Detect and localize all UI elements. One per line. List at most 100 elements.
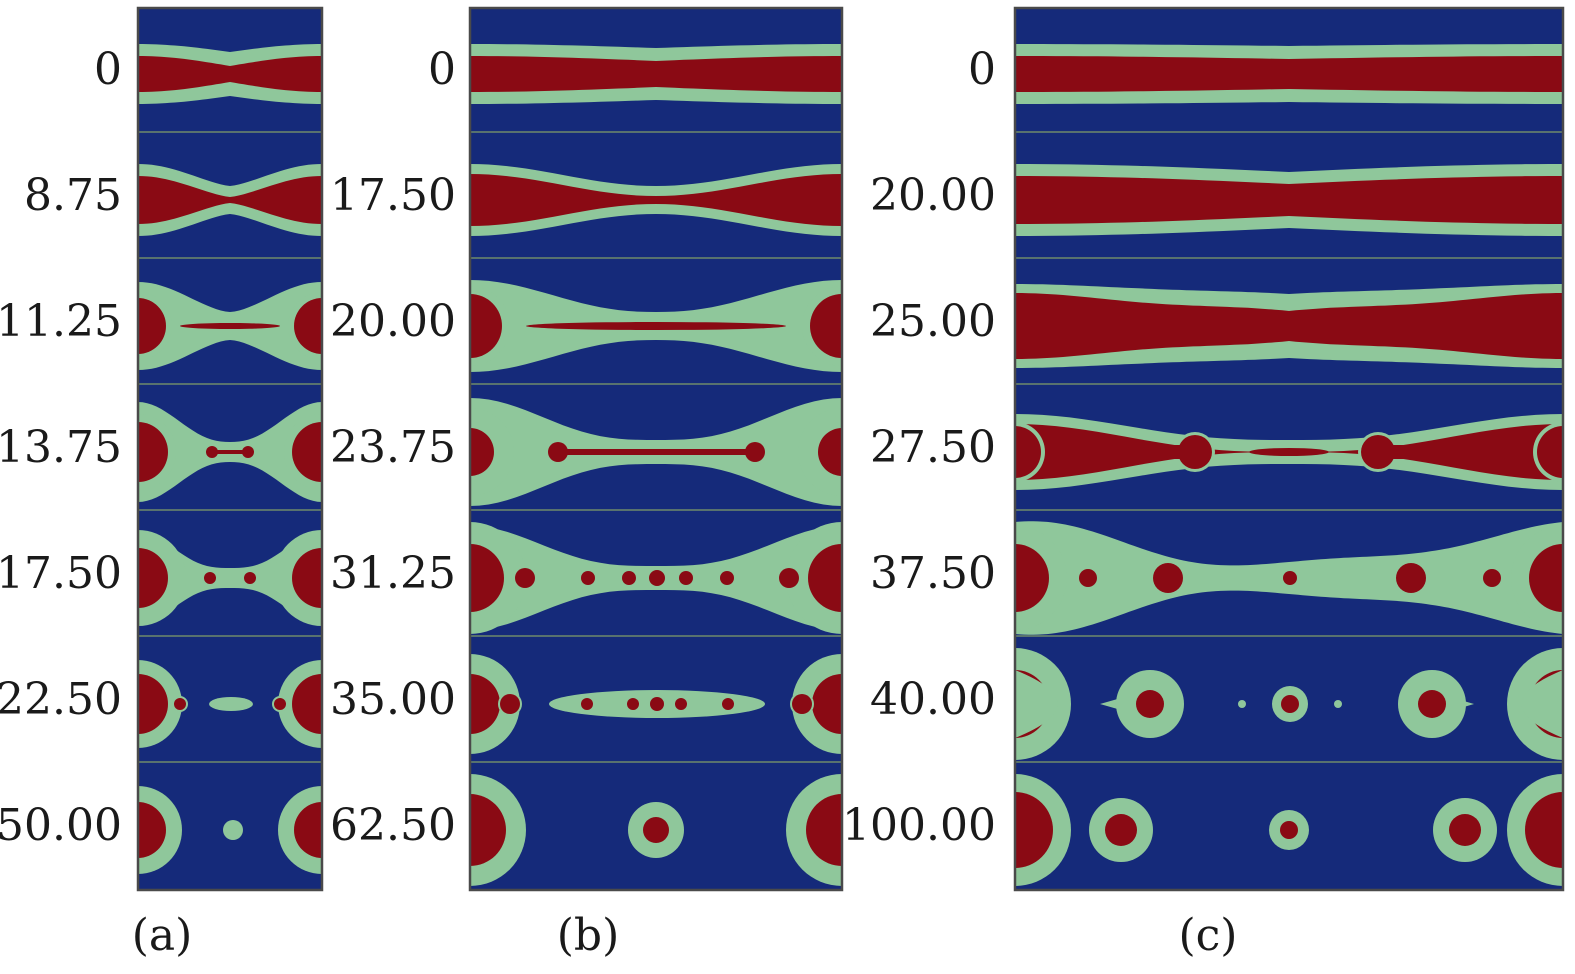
c5-neck-r	[1521, 670, 1563, 738]
b4-sat-2-core	[581, 571, 595, 585]
thread-core-b0	[470, 56, 842, 92]
panel-caption-a: (a)	[132, 910, 193, 961]
b4-sat-5-core	[679, 571, 693, 585]
time-label-c-1: 20.00	[870, 170, 996, 221]
b3-end-left-core	[470, 428, 494, 476]
b4-sat-1-core	[515, 568, 535, 588]
c6-end-right-core	[1525, 792, 1563, 868]
time-label-b-5: 35.00	[330, 674, 456, 725]
b5-end-left-core	[470, 674, 500, 734]
time-label-a-6: 50.00	[0, 800, 122, 851]
a3-end-left-core	[138, 422, 168, 482]
c4-end-left-core	[1015, 544, 1049, 612]
time-label-c-0: 0	[968, 44, 996, 95]
b6-end-left-core	[470, 794, 506, 866]
c3-end-right-core	[1537, 426, 1563, 478]
a6-end-left-core	[138, 802, 166, 858]
c6-drop-l-core	[1105, 814, 1137, 846]
b5-sat-5-core	[722, 698, 734, 710]
panel-b-content	[470, 44, 842, 886]
b6-center-core	[643, 817, 669, 843]
time-label-a-2: 11.25	[0, 296, 122, 347]
b3-end-right-core	[818, 428, 842, 476]
c4-sat-3-core	[1283, 571, 1297, 585]
c4-end-right-core	[1529, 544, 1563, 612]
a5-center-shell	[209, 697, 253, 711]
thread-core-b1	[470, 174, 842, 226]
c5-drop-l-core	[1136, 690, 1164, 718]
thread-core-c1	[1015, 176, 1563, 224]
a6-center-shell	[223, 820, 243, 840]
thread-shell-a4	[138, 532, 322, 624]
panel-caption-c: (c)	[1179, 910, 1238, 961]
b5-sat-3-core	[650, 697, 664, 711]
a5-sat-r-core	[274, 698, 286, 710]
time-label-a-4: 17.50	[0, 548, 122, 599]
panel-c	[1013, 6, 1565, 892]
b4-sat-3-core	[622, 571, 636, 585]
c2-thread-core	[1015, 293, 1563, 359]
b3-link	[558, 449, 755, 455]
a2-end-left-core	[138, 298, 166, 354]
a5-end-left-core	[138, 674, 168, 734]
thread-core-c0	[1015, 56, 1563, 92]
c5-tiny-r-shell	[1334, 700, 1342, 708]
time-label-a-5: 22.50	[0, 674, 122, 725]
b5-sat-1-core	[581, 698, 593, 710]
time-label-b-2: 20.00	[330, 296, 456, 347]
b5-bulge-l-core	[500, 694, 520, 714]
c4-sat-4-core	[1396, 563, 1426, 593]
time-label-c-5: 40.00	[870, 674, 996, 725]
c5-tiny-l-shell	[1238, 700, 1246, 708]
thread-core-a0	[138, 56, 322, 92]
a6-end-right-core	[294, 802, 322, 858]
time-label-b-6: 62.50	[330, 800, 456, 851]
time-label-c-3: 27.50	[870, 422, 996, 473]
b2-end-right-core	[810, 294, 842, 358]
c5-center-core	[1281, 695, 1299, 713]
panel-c-frame	[1013, 6, 1565, 892]
a3-link	[212, 450, 248, 454]
panel-caption-b: (b)	[557, 910, 620, 961]
time-label-c-4: 37.50	[870, 548, 996, 599]
b5-end-right-core	[812, 674, 842, 734]
time-label-c-2: 25.00	[870, 296, 996, 347]
c6-drop-r-core	[1449, 814, 1481, 846]
c4-sat-2-core	[1153, 563, 1183, 593]
b6-end-right-core	[806, 794, 842, 866]
time-label-b-0: 0	[428, 44, 456, 95]
c4-sat-5-core	[1483, 569, 1501, 587]
time-label-b-1: 17.50	[330, 170, 456, 221]
time-label-a-3: 13.75	[0, 422, 122, 473]
b2-end-left-core	[470, 294, 502, 358]
panel-a	[136, 6, 324, 892]
c3-link-l	[1110, 445, 1200, 459]
a5-end-right-core	[292, 674, 322, 734]
a2-thin-core	[180, 323, 280, 329]
c6-center-core	[1280, 821, 1298, 839]
a2-end-right-core	[294, 298, 322, 354]
panel-b	[468, 6, 844, 892]
b4-sat-4-core	[649, 570, 665, 586]
panel-a-frame	[136, 6, 324, 892]
c5-drop-r-core	[1418, 690, 1446, 718]
time-label-b-3: 23.75	[330, 422, 456, 473]
time-label-b-4: 31.25	[330, 548, 456, 599]
b5-bulge-r-core	[792, 694, 812, 714]
a4-sat-r-core	[244, 572, 256, 584]
b4-end-right-core	[808, 544, 842, 612]
panel-b-frame	[468, 6, 844, 892]
c3-link-r	[1375, 445, 1465, 459]
panel-c-content	[1015, 44, 1563, 886]
b4-sat-6-core	[720, 571, 734, 585]
a4-sat-l-core	[204, 572, 216, 584]
panel-a-content	[138, 44, 322, 874]
b5-sat-2-core	[627, 698, 639, 710]
a5-sat-l-core	[174, 698, 186, 710]
c5-neck-l	[1015, 670, 1058, 738]
b2-thin-core	[526, 322, 786, 330]
a3-end-right-core	[292, 422, 322, 482]
a4-end-right-core	[292, 548, 322, 608]
c3-end-left-core	[1015, 426, 1041, 478]
